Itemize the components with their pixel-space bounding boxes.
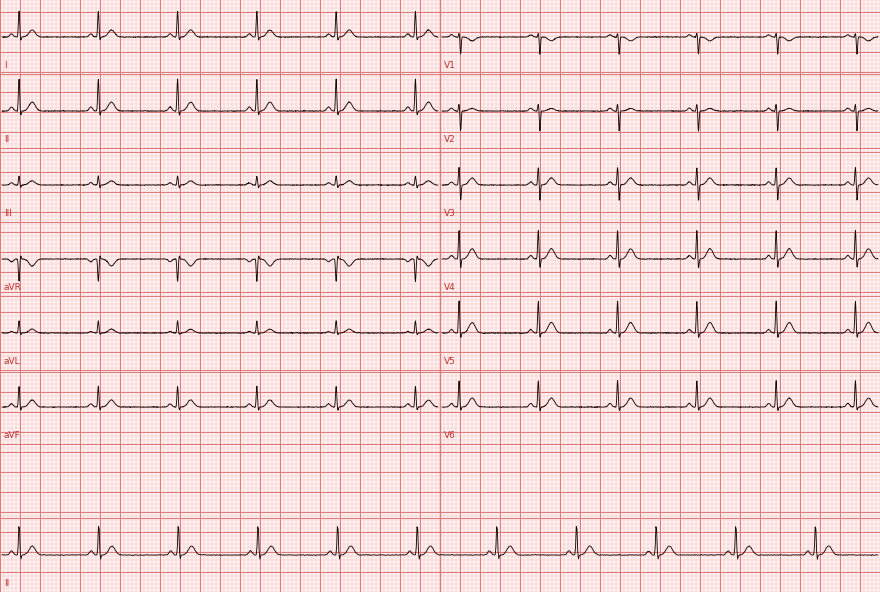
Text: III: III <box>4 209 11 218</box>
Text: II: II <box>4 579 10 588</box>
Text: aVF: aVF <box>4 431 21 440</box>
Text: I: I <box>4 61 7 70</box>
Text: V3: V3 <box>444 209 456 218</box>
Text: V2: V2 <box>444 135 456 144</box>
Text: aVL: aVL <box>4 357 20 366</box>
Text: V5: V5 <box>444 357 456 366</box>
Text: V4: V4 <box>444 283 456 292</box>
Text: II: II <box>4 135 10 144</box>
Text: V1: V1 <box>444 61 456 70</box>
Text: aVR: aVR <box>4 283 22 292</box>
Text: V6: V6 <box>444 431 456 440</box>
